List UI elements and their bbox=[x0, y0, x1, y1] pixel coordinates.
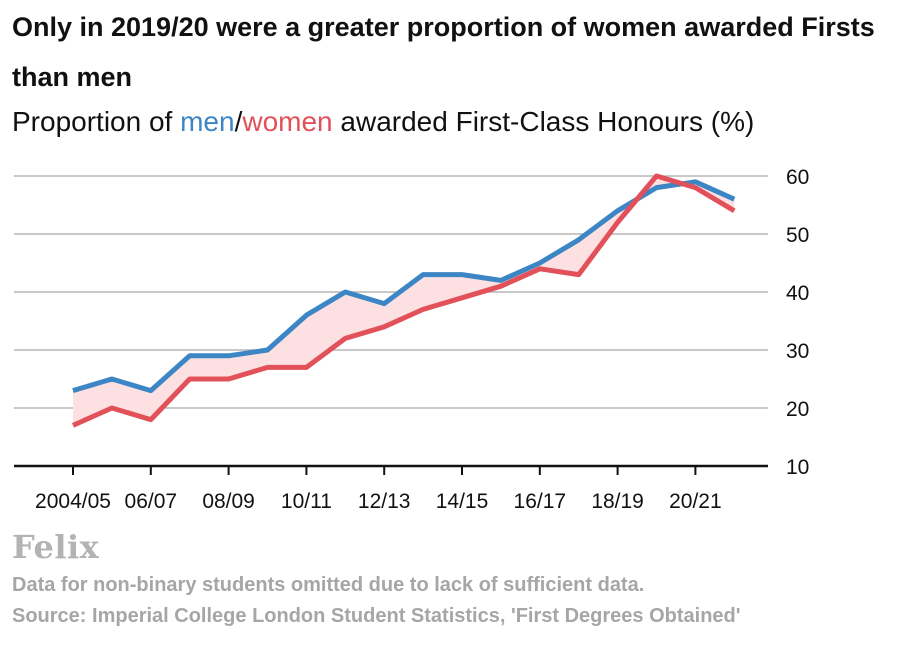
x-tick-label-7: 18/19 bbox=[591, 490, 644, 513]
subtitle-prefix: Proportion of bbox=[12, 106, 181, 137]
footnote-source: Source: Imperial College London Student … bbox=[12, 605, 741, 627]
x-tick-label-8: 20/21 bbox=[669, 490, 722, 513]
x-tick-label-5: 14/15 bbox=[436, 490, 489, 513]
y-axis-ticks: 10 20 30 40 50 60 bbox=[786, 166, 809, 479]
chart-title: Only in 2019/20 were a greater proportio… bbox=[12, 12, 875, 92]
x-tick-label-6: 16/17 bbox=[514, 490, 567, 513]
y-tick-label-40: 40 bbox=[786, 282, 809, 305]
footnote-omitted: Data for non-binary students omitted due… bbox=[12, 574, 645, 596]
x-tick-label-4: 12/13 bbox=[358, 490, 411, 513]
subtitle-women-label: women bbox=[242, 106, 333, 137]
gridlines bbox=[14, 175, 768, 409]
gap-area bbox=[73, 176, 735, 426]
subtitle-suffix: awarded First-Class Honours (%) bbox=[332, 106, 755, 137]
x-axis bbox=[14, 464, 768, 475]
y-tick-label-60: 60 bbox=[786, 166, 809, 189]
y-tick-label-30: 30 bbox=[786, 340, 809, 363]
felix-logo: Felix bbox=[12, 528, 100, 566]
x-tick-label-1: 06/07 bbox=[125, 490, 178, 513]
series-line-men bbox=[72, 179, 736, 394]
chart-subtitle: Proportion of men/women awarded First-Cl… bbox=[12, 104, 754, 140]
x-tick-label-3: 10/11 bbox=[281, 490, 332, 513]
y-tick-label-50: 50 bbox=[786, 224, 809, 247]
line-chart: 10 20 30 40 50 60 2004/05 06/07 08/09 10/11 12/13… bbox=[14, 166, 809, 513]
y-tick-label-20: 20 bbox=[786, 398, 809, 421]
x-tick-label-2: 08/09 bbox=[202, 490, 255, 513]
x-axis-ticks: 2004/05 06/07 08/09 10/11 12/13 14/15 16/17 18/… bbox=[35, 490, 722, 513]
subtitle-men-label: men bbox=[180, 106, 235, 137]
subtitle-slash: / bbox=[234, 106, 243, 137]
series-line-women bbox=[71, 173, 736, 428]
y-tick-label-10: 10 bbox=[786, 456, 809, 479]
x-tick-label-0: 2004/05 bbox=[35, 490, 111, 513]
